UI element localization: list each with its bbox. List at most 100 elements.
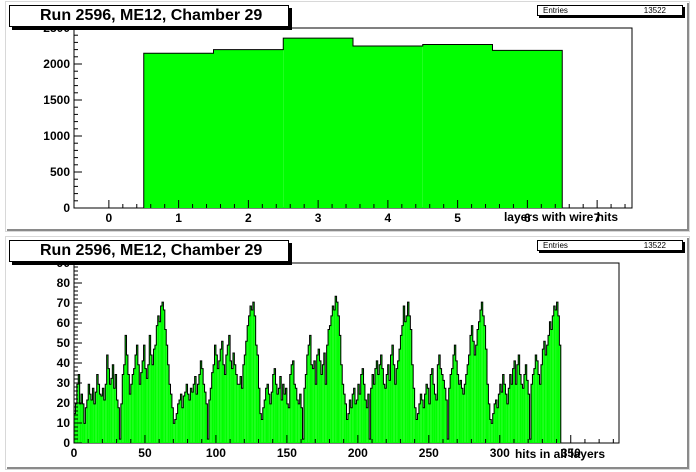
histogram-bar <box>465 374 468 443</box>
histogram-bar <box>116 399 118 443</box>
histogram-bar <box>505 394 507 443</box>
histogram-bar <box>336 302 338 443</box>
x-tick-label: 4 <box>385 211 392 225</box>
histogram-bar <box>408 315 411 443</box>
histogram-bar <box>340 364 343 443</box>
histogram-bar <box>460 380 462 443</box>
histogram-bar <box>355 403 357 443</box>
histogram-bar <box>416 419 418 443</box>
histogram-bar <box>261 419 263 443</box>
histogram-bar <box>328 329 330 443</box>
histogram-bar <box>523 374 526 443</box>
histogram-bar <box>325 384 327 443</box>
histogram-bar <box>309 335 312 443</box>
x-tick-label: 0 <box>71 446 78 460</box>
histogram-bar <box>267 384 269 443</box>
histogram-bar <box>370 388 373 443</box>
histogram-bar <box>174 419 177 443</box>
histogram-bar <box>223 364 225 443</box>
histogram-bar <box>103 399 106 443</box>
histogram-bar <box>381 368 384 443</box>
y-tick-label: 20 <box>57 396 71 410</box>
histogram-bar <box>343 394 346 443</box>
histogram-bar <box>319 360 321 443</box>
y-tick-label: 1500 <box>43 93 70 107</box>
histogram-bar <box>302 439 304 443</box>
histogram-bar <box>492 413 495 443</box>
histogram-bar <box>95 392 97 443</box>
histogram-bar <box>435 399 438 443</box>
histogram-bar <box>200 360 202 443</box>
histogram-bar <box>512 368 514 443</box>
histogram-bar <box>502 374 505 443</box>
histogram-bar <box>485 349 488 443</box>
histogram-bar <box>366 407 368 443</box>
histogram-bar <box>364 399 367 443</box>
histogram-bar <box>513 360 516 443</box>
histogram-bar <box>411 364 414 443</box>
histogram-bar <box>213 364 215 443</box>
histogram-bar <box>445 399 448 443</box>
histogram-bar <box>350 407 353 443</box>
x-tick-label: 150 <box>277 446 297 460</box>
histogram-bar <box>258 388 260 443</box>
histogram-bar <box>386 374 388 443</box>
histogram-bar <box>83 423 86 443</box>
y-tick-label: 0 <box>63 436 70 450</box>
x-tick-label: 0 <box>106 211 113 225</box>
histogram-bar <box>347 413 350 443</box>
histogram-bar <box>74 413 76 443</box>
histogram-bar <box>472 341 475 443</box>
histogram-bar <box>252 302 255 443</box>
histogram-bar <box>509 374 512 443</box>
histogram-bar <box>120 403 123 443</box>
histogram-bar <box>102 388 104 443</box>
histogram-bar <box>149 335 151 443</box>
histogram-bar <box>274 368 276 443</box>
histogram-bar <box>543 341 546 443</box>
histogram-bar <box>424 394 426 443</box>
histogram-bar <box>272 374 275 443</box>
histogram-bar <box>133 368 136 443</box>
histogram-bar <box>454 345 456 443</box>
histogram-bar <box>487 384 489 443</box>
histogram-bar <box>96 374 99 443</box>
histogram-bar <box>404 321 407 443</box>
histogram-bar <box>191 392 194 443</box>
histogram-bar <box>179 399 181 443</box>
histogram-bar <box>306 354 309 443</box>
histogram-bar <box>301 407 303 443</box>
histogram-bar <box>89 394 92 443</box>
histogram-bar <box>329 325 331 443</box>
histogram-bar <box>91 399 93 443</box>
histogram-bar <box>197 384 199 443</box>
histogram-bar <box>374 368 377 443</box>
y-tick-label: 40 <box>57 356 71 370</box>
histogram-bar <box>315 384 317 443</box>
histogram-bar <box>430 374 432 443</box>
histogram-bar <box>434 394 436 443</box>
x-tick-label: 3 <box>315 211 322 225</box>
histogram-bar <box>251 309 253 443</box>
histogram-bar <box>278 388 280 443</box>
histogram-bar <box>559 345 561 443</box>
histogram-bar <box>234 364 236 443</box>
histogram-bar <box>452 354 455 443</box>
histogram-bar <box>431 368 434 443</box>
histogram-bar <box>548 335 550 443</box>
histogram-bar <box>139 384 141 443</box>
histogram-bar <box>467 364 469 443</box>
histogram-panel-layers: 0 500 1000 1500 2000 2500 0 1 2 3 4 5 6 7 layers with … <box>6 2 689 231</box>
histogram-bar <box>286 403 289 443</box>
y-tick-label: 60 <box>57 316 71 330</box>
histogram-bar <box>501 392 503 443</box>
histogram-bar <box>157 315 160 443</box>
histogram-bar <box>516 364 519 443</box>
histogram-bar <box>367 394 370 443</box>
histogram-bar <box>214 345 216 443</box>
histogram-bar <box>176 413 178 443</box>
histogram-bar <box>323 353 326 443</box>
histogram-bar <box>298 403 300 443</box>
histogram-bar <box>210 388 212 443</box>
